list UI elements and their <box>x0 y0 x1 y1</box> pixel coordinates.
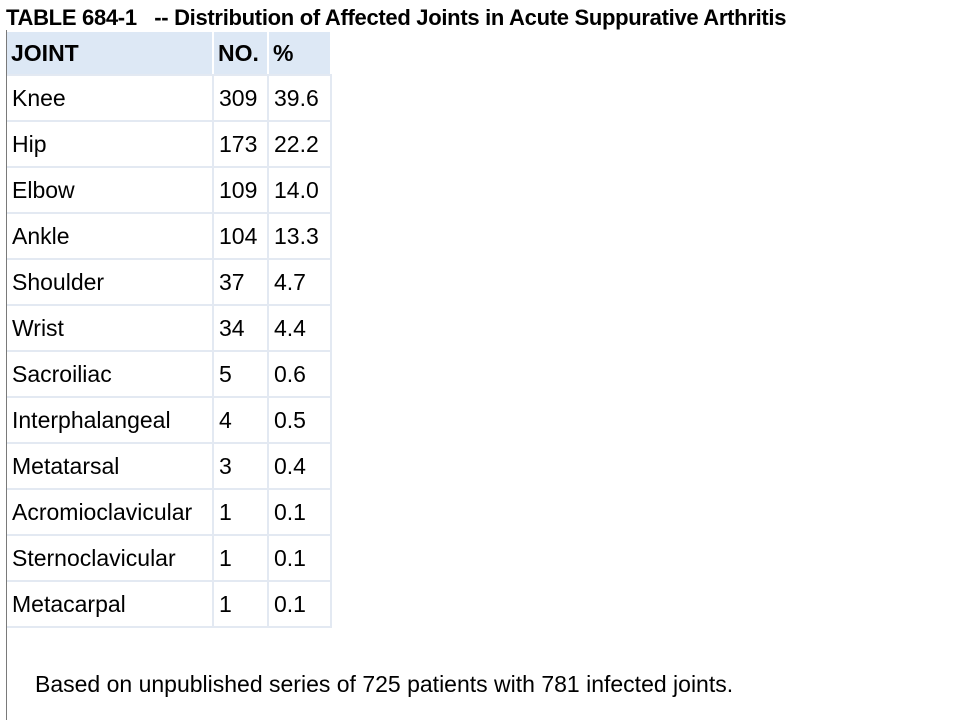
cell-joint: Acromioclavicular <box>7 490 214 536</box>
table-row: Elbow 109 14.0 <box>7 168 332 214</box>
cell-percent: 0.4 <box>269 444 332 490</box>
cell-percent: 0.1 <box>269 536 332 582</box>
cell-joint: Sternoclavicular <box>7 536 214 582</box>
cell-joint: Ankle <box>7 214 214 260</box>
cell-percent: 0.5 <box>269 398 332 444</box>
cell-joint: Knee <box>7 74 214 122</box>
cell-joint: Elbow <box>7 168 214 214</box>
cell-joint: Interphalangeal <box>7 398 214 444</box>
table-row: Metatarsal 3 0.4 <box>7 444 332 490</box>
cell-percent: 0.1 <box>269 582 332 628</box>
cell-no: 104 <box>214 214 269 260</box>
table-footnote: Based on unpublished series of 725 patie… <box>35 671 734 697</box>
cell-percent: 22.2 <box>269 122 332 168</box>
table-row: Hip 173 22.2 <box>7 122 332 168</box>
table-row: Knee 309 39.6 <box>7 74 332 122</box>
cell-no: 1 <box>214 490 269 536</box>
table-row: Shoulder 37 4.7 <box>7 260 332 306</box>
cell-no: 1 <box>214 582 269 628</box>
cell-no: 4 <box>214 398 269 444</box>
cell-joint: Hip <box>7 122 214 168</box>
table-row: Interphalangeal 4 0.5 <box>7 398 332 444</box>
cell-no: 1 <box>214 536 269 582</box>
column-header-percent: % <box>269 32 332 74</box>
table-title: TABLE 684-1 -- Distribution of Affected … <box>6 5 787 30</box>
cell-percent: 14.0 <box>269 168 332 214</box>
column-header-no: NO. <box>214 32 269 74</box>
column-header-joint: JOINT <box>7 32 214 74</box>
cell-no: 109 <box>214 168 269 214</box>
table-row: Wrist 34 4.4 <box>7 306 332 352</box>
cell-no: 173 <box>214 122 269 168</box>
table-row: Sternoclavicular 1 0.1 <box>7 536 332 582</box>
cell-joint: Sacroiliac <box>7 352 214 398</box>
cell-joint: Wrist <box>7 306 214 352</box>
table-row: Ankle 104 13.3 <box>7 214 332 260</box>
cell-no: 34 <box>214 306 269 352</box>
table-row: Acromioclavicular 1 0.1 <box>7 490 332 536</box>
cell-percent: 0.1 <box>269 490 332 536</box>
cell-percent: 0.6 <box>269 352 332 398</box>
cell-joint: Metacarpal <box>7 582 214 628</box>
table-row: Sacroiliac 5 0.6 <box>7 352 332 398</box>
cell-no: 3 <box>214 444 269 490</box>
cell-joint: Shoulder <box>7 260 214 306</box>
cell-percent: 4.7 <box>269 260 332 306</box>
cell-no: 37 <box>214 260 269 306</box>
cell-percent: 39.6 <box>269 74 332 122</box>
cell-joint: Metatarsal <box>7 444 214 490</box>
cell-no: 5 <box>214 352 269 398</box>
table-row: Metacarpal 1 0.1 <box>7 582 332 628</box>
cell-no: 309 <box>214 74 269 122</box>
joints-table: JOINT NO. % Knee 309 39.6 Hip 173 22.2 E… <box>7 32 332 628</box>
cell-percent: 4.4 <box>269 306 332 352</box>
table-header-row: JOINT NO. % <box>7 32 332 74</box>
left-border-line <box>6 30 7 720</box>
cell-percent: 13.3 <box>269 214 332 260</box>
